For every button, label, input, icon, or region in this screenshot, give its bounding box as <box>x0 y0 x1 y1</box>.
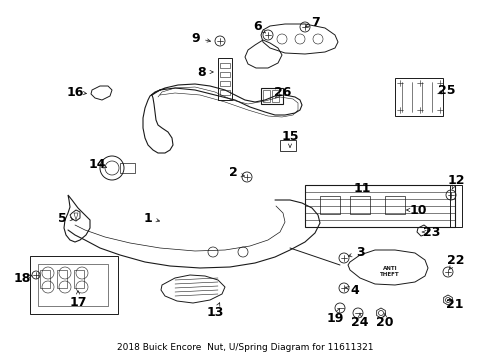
Text: 11: 11 <box>353 181 371 194</box>
Text: 6: 6 <box>254 21 262 33</box>
Bar <box>40 270 50 288</box>
Text: 2: 2 <box>229 166 237 180</box>
Bar <box>305 185 455 227</box>
Text: 14: 14 <box>88 158 106 171</box>
Bar <box>395 78 443 116</box>
Bar <box>320 196 340 214</box>
Bar <box>220 81 230 86</box>
Bar <box>263 90 270 102</box>
Text: 13: 13 <box>206 306 224 320</box>
Text: 12: 12 <box>447 174 465 186</box>
Text: 1: 1 <box>144 211 152 225</box>
Bar <box>280 140 296 151</box>
Text: 3: 3 <box>356 247 364 260</box>
Text: 20: 20 <box>376 316 394 329</box>
Text: 25: 25 <box>438 84 456 96</box>
Text: 21: 21 <box>446 298 464 311</box>
Text: 4: 4 <box>351 284 359 297</box>
Bar <box>450 185 462 227</box>
Bar <box>120 163 135 173</box>
Text: 9: 9 <box>192 31 200 45</box>
Text: 22: 22 <box>447 253 465 266</box>
Bar <box>385 196 405 214</box>
Text: 23: 23 <box>423 225 441 238</box>
Text: 19: 19 <box>326 311 343 324</box>
Text: 24: 24 <box>351 316 369 329</box>
Text: 2018 Buick Encore  Nut, U/Spring Diagram for 11611321: 2018 Buick Encore Nut, U/Spring Diagram … <box>117 343 373 352</box>
Text: 10: 10 <box>409 203 427 216</box>
Bar <box>220 63 230 68</box>
Bar <box>38 264 108 306</box>
Text: 15: 15 <box>281 130 299 144</box>
Text: 26: 26 <box>274 85 292 99</box>
Bar <box>220 90 230 95</box>
Bar <box>30 256 118 314</box>
Text: 7: 7 <box>311 15 319 28</box>
Text: 18: 18 <box>13 271 31 284</box>
Bar <box>220 72 230 77</box>
Bar <box>57 270 67 288</box>
Text: 5: 5 <box>58 211 66 225</box>
Text: 17: 17 <box>69 296 87 309</box>
Bar <box>218 58 232 100</box>
Bar <box>350 196 370 214</box>
Text: 8: 8 <box>197 66 206 78</box>
Text: 16: 16 <box>66 85 84 99</box>
Text: THEFT: THEFT <box>380 271 400 276</box>
Bar <box>74 270 84 288</box>
Text: ANTI: ANTI <box>383 266 397 270</box>
Bar <box>272 90 279 102</box>
Bar <box>261 88 283 104</box>
